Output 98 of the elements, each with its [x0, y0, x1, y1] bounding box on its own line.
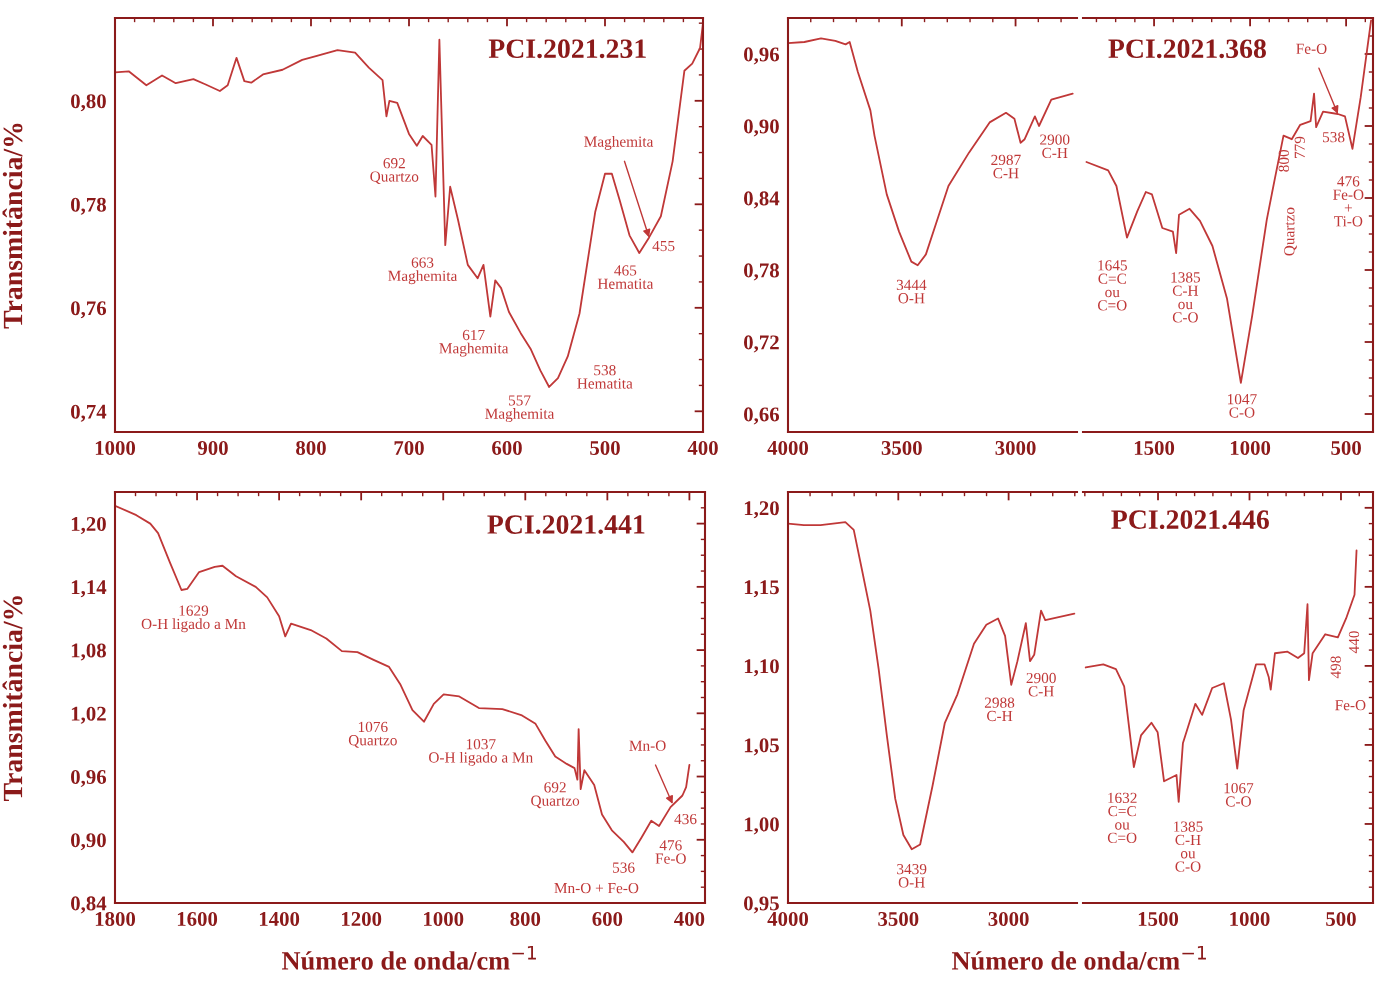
- chart-title: PCI.2021.446: [1111, 510, 1269, 530]
- annotation: 436: [674, 813, 697, 825]
- text: PCI.2021.231: [488, 39, 646, 59]
- annotation: 1385 C-H ou C-O: [1174, 821, 1203, 872]
- text: PCI.2021.441: [487, 515, 645, 535]
- x-tick-label: 1400: [259, 911, 300, 926]
- x-tick-label: 700: [394, 440, 424, 455]
- annotation: 1645 C=C ou C=O: [1098, 260, 1127, 311]
- x-tick-label: 500: [1331, 440, 1361, 455]
- y-tick-label: 1,02: [71, 706, 106, 724]
- annotation: 663 Maghemita: [388, 257, 458, 285]
- annotation: 617 Maghemita: [439, 329, 509, 357]
- annotation: 3444 O-H: [896, 279, 927, 304]
- y-axis-title: Transmitância/%: [2, 596, 23, 801]
- y-tick-label: 0,84: [71, 896, 107, 914]
- annotation: 3439 O-H: [897, 864, 927, 888]
- y-tick-label: 1,10: [744, 659, 779, 677]
- y-axis-title: Transmitância/%: [2, 123, 23, 329]
- annotation: 800: [1278, 149, 1289, 172]
- y-tick-label: 1,00: [744, 817, 779, 835]
- x-tick-label: 900: [197, 440, 228, 455]
- annotation: 1047 C-O: [1227, 394, 1257, 418]
- annotation: 1037 O-H ligado a Mn: [429, 738, 533, 766]
- annotation: Fe-O: [1296, 43, 1327, 54]
- annotation: 538: [1322, 131, 1345, 143]
- annotation: 557 Maghemita: [485, 395, 555, 423]
- annotation: 498: [1330, 656, 1341, 679]
- annotation: 1632 C=C ou C=O: [1107, 792, 1137, 843]
- x-tick-label: 1000: [1230, 911, 1270, 926]
- y-tick-label: 1,05: [744, 738, 779, 756]
- x-tick-label: 1800: [95, 911, 136, 926]
- x-tick-label: 600: [492, 440, 522, 455]
- x-axis-title: Número de onda/cm$^{−1}$: [951, 945, 1206, 970]
- annotation: 455: [652, 240, 675, 252]
- text: PCI.2021.368: [1108, 39, 1266, 59]
- y-tick-label: 0,90: [71, 833, 106, 851]
- annotation: 465 Hematita: [597, 265, 654, 289]
- x-tick-label: 3000: [995, 440, 1036, 455]
- y-tick-label: 0,90: [744, 119, 779, 137]
- x-tick-label: 1000: [95, 440, 136, 455]
- y-tick-label: 0,74: [71, 404, 107, 422]
- x-tick-label: 1200: [342, 911, 382, 926]
- x-tick-label: 800: [296, 440, 326, 455]
- annotation: Mn-O: [629, 740, 666, 751]
- annotation: 779: [1294, 136, 1305, 159]
- x-tick-label: 4000: [767, 440, 809, 455]
- x-tick-label: 1500: [1134, 440, 1175, 455]
- annotation: 1629 O-H ligado a Mn: [141, 605, 246, 633]
- x-tick-label: 3500: [878, 911, 919, 926]
- y-tick-label: 1,14: [71, 580, 107, 598]
- annotation: 476 Fe-O + Ti-O: [1333, 176, 1364, 227]
- annotation: 538 Hematita: [577, 365, 633, 389]
- y-tick-label: 0,78: [744, 263, 779, 281]
- x-tick-label: 400: [687, 440, 718, 455]
- x-tick-label: 3000: [988, 911, 1029, 926]
- y-tick-label: 1,08: [71, 643, 106, 661]
- annotation: 2988 C-H: [984, 697, 1015, 722]
- y-tick-label: 0,96: [744, 47, 780, 65]
- line-series: [788, 37, 1074, 267]
- annotation: Maghemita: [584, 136, 654, 150]
- annotation: 2987 C-H: [991, 154, 1021, 179]
- annotation: 692 Quartzo: [531, 782, 580, 809]
- annotation: 2900 C-H: [1026, 672, 1056, 697]
- annotation: 440: [1348, 631, 1360, 654]
- x-tick-label: 500: [1326, 911, 1356, 926]
- x-tick-label: 1600: [177, 911, 218, 926]
- annotation: 692 Quartzo: [370, 158, 419, 184]
- x-tick-label: 1500: [1138, 911, 1179, 926]
- x-tick-label: 800: [510, 911, 541, 926]
- annotation: 1067 C-O: [1224, 782, 1254, 807]
- y-tick-label: 0,84: [744, 191, 780, 209]
- x-tick-label: 3500: [881, 440, 922, 455]
- y-tick-label: 0,76: [71, 301, 107, 319]
- x-tick-label: 1000: [424, 911, 464, 926]
- annotation: Quartzo: [1284, 207, 1297, 256]
- annotation: 1076 Quartzo: [348, 721, 397, 748]
- x-tick-label: 4000: [767, 911, 809, 926]
- annotation: 476 Fe-O: [655, 840, 686, 864]
- y-tick-label: 1,20: [744, 501, 779, 519]
- line-series: [788, 521, 1076, 851]
- annotation: Mn-O + Fe-O: [554, 882, 639, 894]
- annotation: 536: [613, 862, 635, 873]
- y-tick-label: 0,96: [71, 769, 107, 787]
- x-tick-label: 400: [674, 911, 705, 926]
- x-axis-title: Número de onda/cm$^{−1}$: [281, 945, 536, 970]
- y-tick-label: 1,20: [71, 516, 106, 535]
- y-tick-label: 0,80: [71, 94, 106, 112]
- y-tick-label: 0,95: [744, 896, 779, 914]
- y-tick-label: 1,15: [744, 580, 779, 598]
- annotation: 2900 C-H: [1040, 134, 1070, 159]
- x-tick-label: 500: [590, 440, 620, 455]
- y-tick-label: 0,78: [71, 197, 106, 215]
- y-tick-label: 0,66: [744, 407, 780, 425]
- annotation: 1385 C-H ou C-O: [1171, 272, 1201, 323]
- x-tick-label: 600: [592, 911, 623, 926]
- annotation: Fe-O: [1335, 700, 1366, 711]
- x-tick-label: 1000: [1230, 440, 1271, 455]
- y-tick-label: 0,72: [744, 335, 779, 353]
